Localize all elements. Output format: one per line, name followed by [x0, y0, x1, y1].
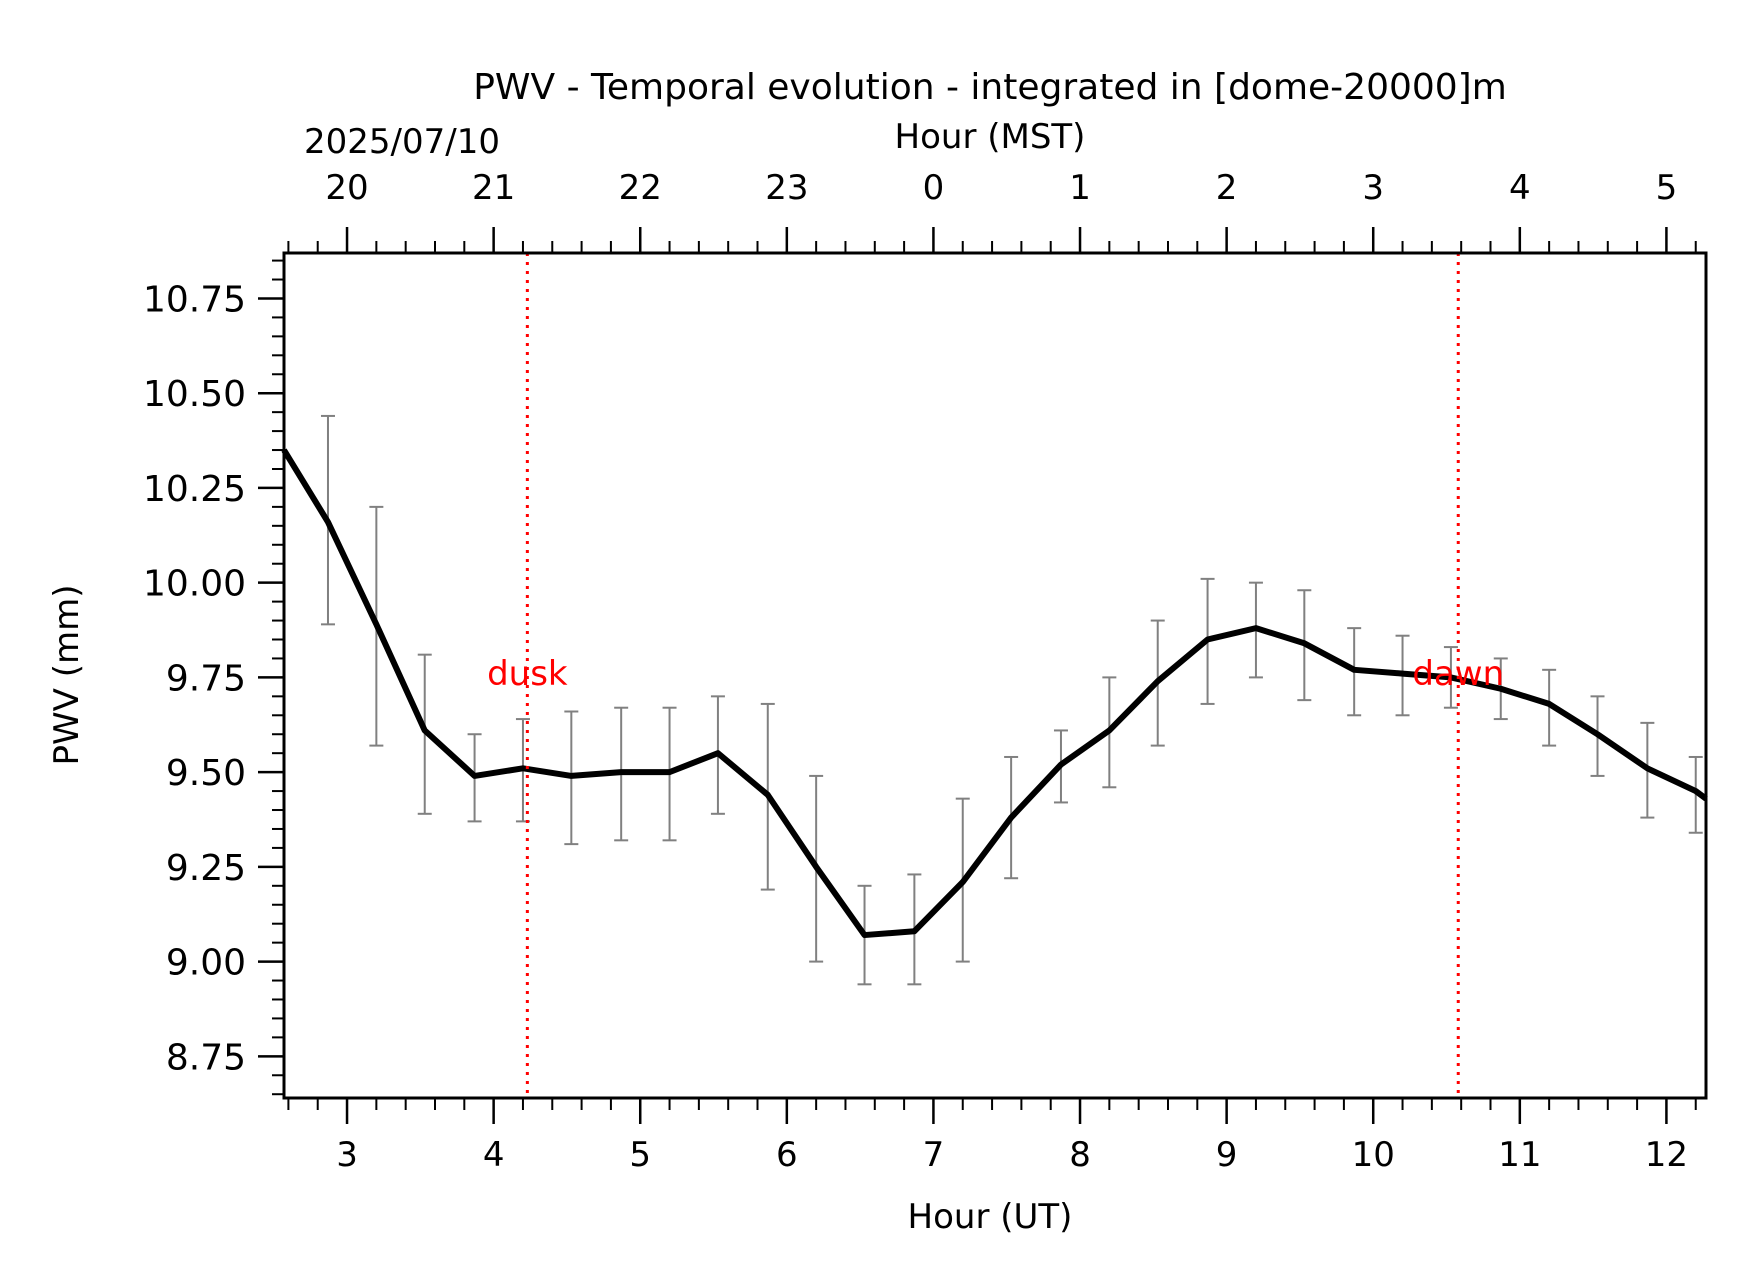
x-tick-label: 3	[336, 1135, 358, 1175]
top-axis-label: Hour (MST)	[895, 117, 1086, 157]
top-tick-label: 0	[923, 168, 945, 208]
y-tick-label: 10.50	[143, 374, 246, 415]
top-tick-label: 4	[1509, 168, 1531, 208]
y-tick-label: 9.25	[166, 848, 246, 889]
top-tick-label: 22	[619, 168, 662, 208]
top-tick-label: 1	[1069, 168, 1091, 208]
x-tick-label: 4	[483, 1135, 505, 1175]
x-tick-label: 9	[1216, 1135, 1238, 1175]
top-tick-label: 23	[765, 168, 808, 208]
chart-title: PWV - Temporal evolution - integrated in…	[473, 67, 1507, 108]
y-tick-label: 10.25	[143, 469, 246, 510]
plot-frame	[282, 251, 1708, 1100]
date-label: 2025/07/10	[304, 122, 500, 162]
y-tick-label: 9.75	[166, 658, 246, 699]
y-tick-label: 10.00	[143, 564, 246, 605]
x-tick-label: 7	[923, 1135, 945, 1175]
top-tick-label: 2	[1216, 168, 1238, 208]
pwv-series-line	[281, 448, 1708, 939]
dusk-label: dusk	[487, 654, 568, 694]
y-axis-label: PWV (mm)	[47, 585, 87, 766]
x-tick-label: 11	[1498, 1135, 1541, 1175]
top-tick-label: 21	[472, 168, 515, 208]
x-axis-label: Hour (UT)	[908, 1197, 1073, 1237]
x-tick-label: 6	[776, 1135, 798, 1175]
y-tick-label: 8.75	[166, 1037, 246, 1078]
x-tick-label: 5	[629, 1135, 651, 1175]
top-tick-label: 5	[1656, 168, 1678, 208]
x-tick-label: 12	[1645, 1135, 1688, 1175]
dawn-label: dawn	[1412, 654, 1504, 694]
y-tick-label: 9.50	[166, 753, 246, 794]
top-tick-label: 20	[325, 168, 368, 208]
top-tick-label: 3	[1362, 168, 1384, 208]
y-tick-label: 9.00	[166, 943, 246, 984]
x-tick-label: 8	[1069, 1135, 1091, 1175]
y-tick-label: 10.75	[143, 279, 246, 320]
x-tick-label: 10	[1352, 1135, 1395, 1175]
